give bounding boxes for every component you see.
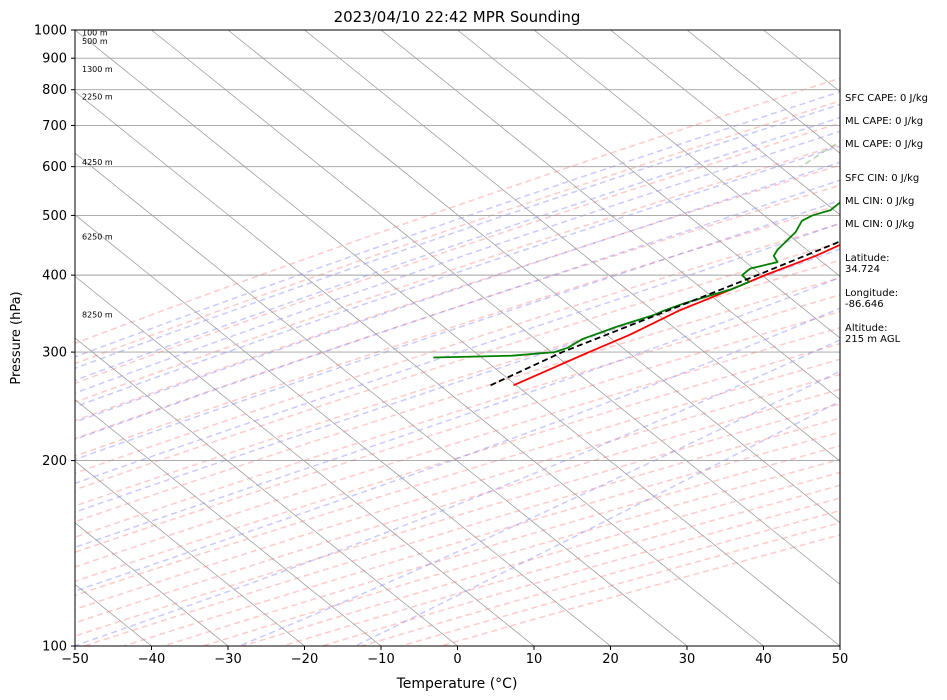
latitude-label: Latitude: <box>845 253 890 264</box>
x-tick-label: 40 <box>755 652 772 667</box>
isotherm <box>533 30 840 277</box>
dry-adiabat <box>75 122 840 384</box>
moist-adiabat <box>75 145 840 408</box>
height-label: 4250 m <box>82 158 113 167</box>
sounding-stats-panel: SFC CAPE: 0 J/kg ML CAPE: 0 J/kg ML CAPE… <box>845 0 947 700</box>
isotherm <box>75 30 840 646</box>
isotherm <box>380 30 840 401</box>
temperature-profile <box>513 243 840 387</box>
isotherm <box>610 30 840 216</box>
height-label: 1300 m <box>82 65 113 74</box>
y-tick-label: 300 <box>42 346 67 361</box>
latitude-value: 34.724 <box>845 264 880 275</box>
isotherm <box>75 275 535 646</box>
dry-adiabat <box>75 164 840 422</box>
isotherm <box>75 214 611 646</box>
x-tick-label: −30 <box>214 652 241 667</box>
y-tick-label: 100 <box>42 640 67 655</box>
y-tick-label: 600 <box>42 160 67 175</box>
ml-cin-label: ML CIN: 0 J/kg <box>845 219 915 230</box>
y-tick-label: 800 <box>42 83 67 98</box>
y-tick-label: 900 <box>42 52 67 67</box>
x-tick-label: 0 <box>453 652 461 667</box>
isotherm <box>75 460 305 646</box>
dry-adiabat <box>75 310 840 553</box>
dry-adiabat <box>75 100 840 365</box>
parcel-path <box>490 240 840 387</box>
altitude-label: Altitude: <box>845 323 888 334</box>
x-tick-label: 30 <box>679 652 696 667</box>
height-label: 6250 m <box>82 233 113 242</box>
dry-adiabat <box>75 342 840 583</box>
altitude-value: 215 m AGL <box>845 334 901 345</box>
y-axis-label: Pressure (hPa) <box>9 291 24 384</box>
isotherm <box>75 399 382 646</box>
moist-adiabat <box>75 307 840 592</box>
isotherm <box>75 91 764 646</box>
moist-adiabat <box>75 130 840 394</box>
isotherm <box>151 30 840 585</box>
y-tick-label: 200 <box>42 454 67 469</box>
x-tick-label: −20 <box>291 652 318 667</box>
moist-adiabat <box>75 161 840 423</box>
longitude-label: Longitude: <box>845 288 899 299</box>
height-label: 8250 m <box>82 311 113 320</box>
isotherm <box>686 30 840 154</box>
dry-adiabat <box>75 358 840 597</box>
sfc-cape-label: SFC CAPE: 0 J/kg <box>845 93 928 104</box>
isotherm <box>75 152 688 646</box>
y-tick-label: 700 <box>42 119 67 134</box>
moist-adiabat <box>75 339 840 646</box>
dry-adiabat <box>75 241 840 491</box>
moist-adiabat <box>238 370 840 646</box>
isotherm <box>304 30 840 462</box>
height-label: 2250 m <box>82 92 113 101</box>
dry-adiabat <box>75 276 840 523</box>
longitude-value: -86.646 <box>845 299 884 310</box>
dry-adiabat <box>200 458 840 646</box>
x-tick-label: −50 <box>61 652 88 667</box>
y-tick-label: 500 <box>42 209 67 224</box>
x-tick-label: 10 <box>526 652 543 667</box>
x-axis-label: Temperature (°C) <box>396 676 518 692</box>
y-tick-label: 1000 <box>34 24 67 39</box>
dry-adiabat <box>75 204 840 457</box>
dry-adiabat <box>75 327 840 568</box>
x-tick-label: 50 <box>832 652 849 667</box>
moist-adiabat <box>75 222 840 485</box>
ml-cape-label: ML CAPE: 0 J/kg <box>845 116 924 127</box>
dry-adiabat <box>75 143 840 403</box>
dry-adiabat <box>75 259 840 507</box>
x-tick-label: −10 <box>367 652 394 667</box>
y-tick-label: 400 <box>42 269 67 284</box>
x-tick-label: −40 <box>138 652 165 667</box>
dry-adiabat <box>75 77 840 345</box>
chart-title: 2023/04/10 22:42 MPR Sounding <box>334 8 581 26</box>
isotherm <box>75 522 229 646</box>
dry-adiabat <box>75 294 840 538</box>
height-label: 500 m <box>82 37 108 46</box>
isotherm <box>227 30 840 524</box>
sfc-cin-label: SFC CIN: 0 J/kg <box>845 173 920 184</box>
height-label: 100 m <box>82 29 108 38</box>
ml-cin-label: ML CIN: 0 J/kg <box>845 196 915 207</box>
dry-adiabat <box>319 497 840 646</box>
isotherm <box>75 337 458 646</box>
dry-adiabat <box>121 431 840 646</box>
dry-adiabat <box>75 388 840 624</box>
x-tick-label: 20 <box>602 652 619 667</box>
ml-cape-label: ML CAPE: 0 J/kg <box>845 139 924 150</box>
isotherm <box>457 30 840 339</box>
